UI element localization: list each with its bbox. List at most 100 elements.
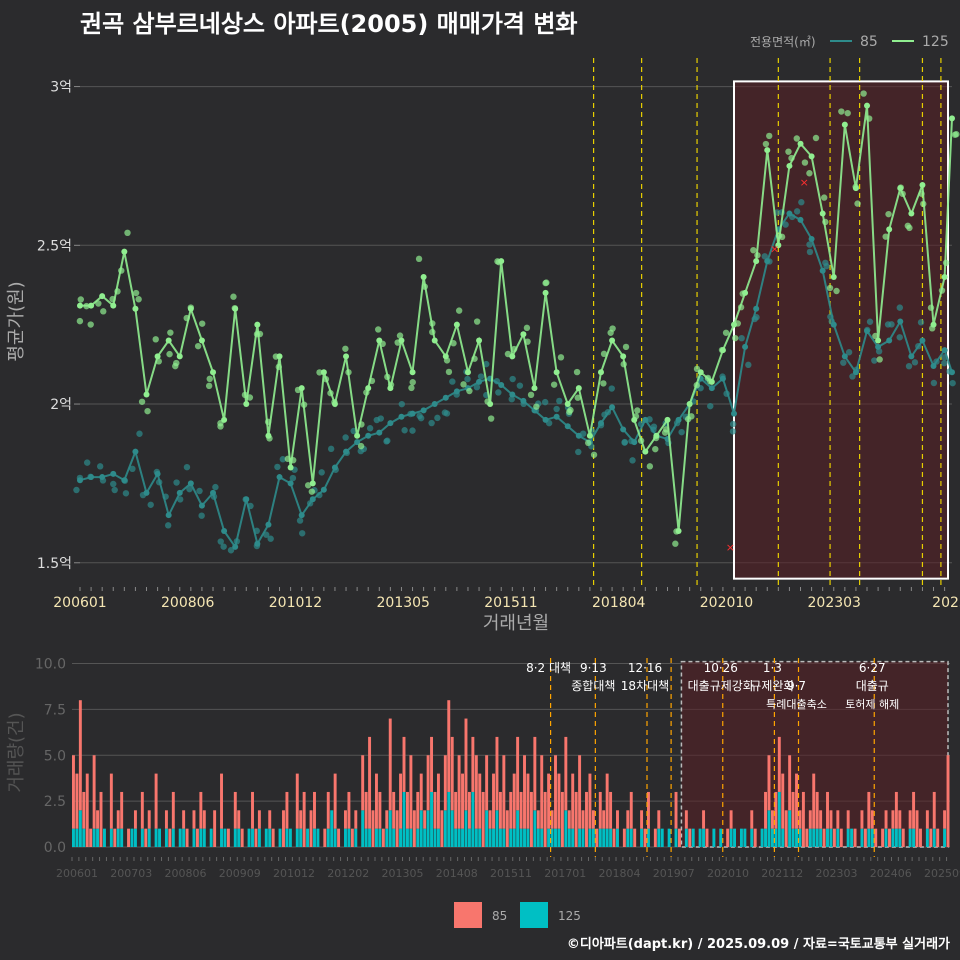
policy-label: 8·2 대책 [526, 660, 571, 675]
bar-85 [474, 755, 478, 829]
data-point [930, 321, 937, 328]
scatter-point [574, 394, 581, 401]
bar-85 [99, 791, 103, 847]
x-tick-label: 201511 [484, 595, 537, 611]
bar-125 [691, 828, 695, 847]
bar-85 [271, 828, 275, 847]
bar-125 [626, 828, 630, 847]
data-point [243, 496, 250, 503]
bar-125 [846, 828, 850, 847]
bar-85 [791, 791, 795, 829]
scatter-point [173, 359, 180, 367]
data-point [719, 347, 726, 354]
scatter-point [722, 329, 730, 336]
y-axis-title: 거래량(건) [6, 712, 27, 792]
bar-85 [919, 828, 922, 847]
data-point [77, 477, 83, 484]
scatter-point [167, 329, 174, 336]
data-point [764, 147, 771, 154]
scatter-point [327, 445, 335, 453]
y-tick-label: 10.0 [35, 657, 66, 673]
scatter-point [911, 359, 919, 366]
bar-85 [677, 828, 681, 847]
bar-85 [302, 791, 306, 847]
bar-125 [347, 828, 351, 847]
data-point [742, 343, 749, 350]
bar-85 [233, 791, 237, 829]
bar-85 [543, 791, 547, 847]
bar-85 [753, 828, 757, 847]
data-point [453, 321, 460, 328]
bar-125 [96, 828, 100, 847]
bar-125 [581, 828, 585, 847]
scatter-point [541, 398, 549, 406]
data-point [941, 347, 948, 354]
scatter-point [164, 522, 172, 529]
data-point [143, 489, 150, 496]
bar-125 [385, 828, 389, 847]
bar-85 [464, 718, 468, 811]
data-point [864, 102, 871, 109]
scatter-point [122, 490, 130, 497]
scatter-point [198, 320, 206, 327]
scatter-point [136, 430, 143, 437]
data-point [365, 385, 372, 392]
bar-125 [182, 828, 186, 847]
bar-85 [657, 810, 661, 829]
bar-125 [540, 828, 544, 847]
data-point [254, 321, 261, 328]
bar-85 [395, 810, 399, 847]
data-point [797, 140, 804, 147]
scatter-point [227, 547, 235, 554]
data-point [254, 540, 261, 547]
data-point [664, 416, 671, 423]
bar-85 [392, 791, 396, 829]
scatter-point [860, 90, 867, 97]
bar-125 [795, 828, 798, 847]
scatter-point [87, 321, 94, 328]
data-point [309, 496, 316, 503]
bar-85 [361, 755, 365, 811]
bar-125 [774, 828, 778, 847]
bar-125 [316, 828, 320, 847]
bar-125 [743, 828, 747, 847]
bar-85 [430, 736, 434, 792]
scatter-point [144, 407, 151, 415]
data-point [376, 429, 383, 436]
scatter-point [844, 109, 851, 117]
bar-85 [870, 810, 874, 829]
scatter-point [274, 463, 281, 471]
bar-125 [457, 828, 461, 847]
bar-85 [777, 736, 781, 792]
bar-85 [127, 828, 131, 847]
bar-85 [313, 791, 316, 829]
bar-125 [82, 828, 86, 847]
x-tick-label: 201804 [599, 867, 641, 880]
bar-125 [344, 828, 347, 847]
bar-125 [485, 810, 489, 847]
bar-85 [182, 810, 186, 829]
bar-85 [519, 791, 523, 829]
bar-85 [523, 755, 526, 829]
bar-85 [144, 828, 148, 847]
data-point [819, 210, 826, 217]
bar-85 [412, 810, 416, 847]
bar-85 [409, 755, 413, 829]
bar-85 [529, 791, 533, 847]
bar-85 [416, 791, 420, 829]
bar-85 [120, 791, 124, 829]
scatter-point [917, 319, 925, 326]
bar-85 [467, 791, 471, 829]
data-point [165, 512, 172, 519]
scatter-point [609, 325, 616, 332]
bar-125 [616, 828, 619, 847]
data-point [420, 407, 427, 414]
bar-85 [89, 828, 93, 847]
bar-125 [202, 828, 206, 847]
bar-125 [519, 828, 523, 847]
x-tick-label: 202509 [924, 867, 960, 880]
bar-85 [440, 810, 444, 847]
policy-label: 12·16 [628, 661, 662, 675]
bar-125 [943, 828, 947, 847]
data-point [498, 258, 505, 265]
